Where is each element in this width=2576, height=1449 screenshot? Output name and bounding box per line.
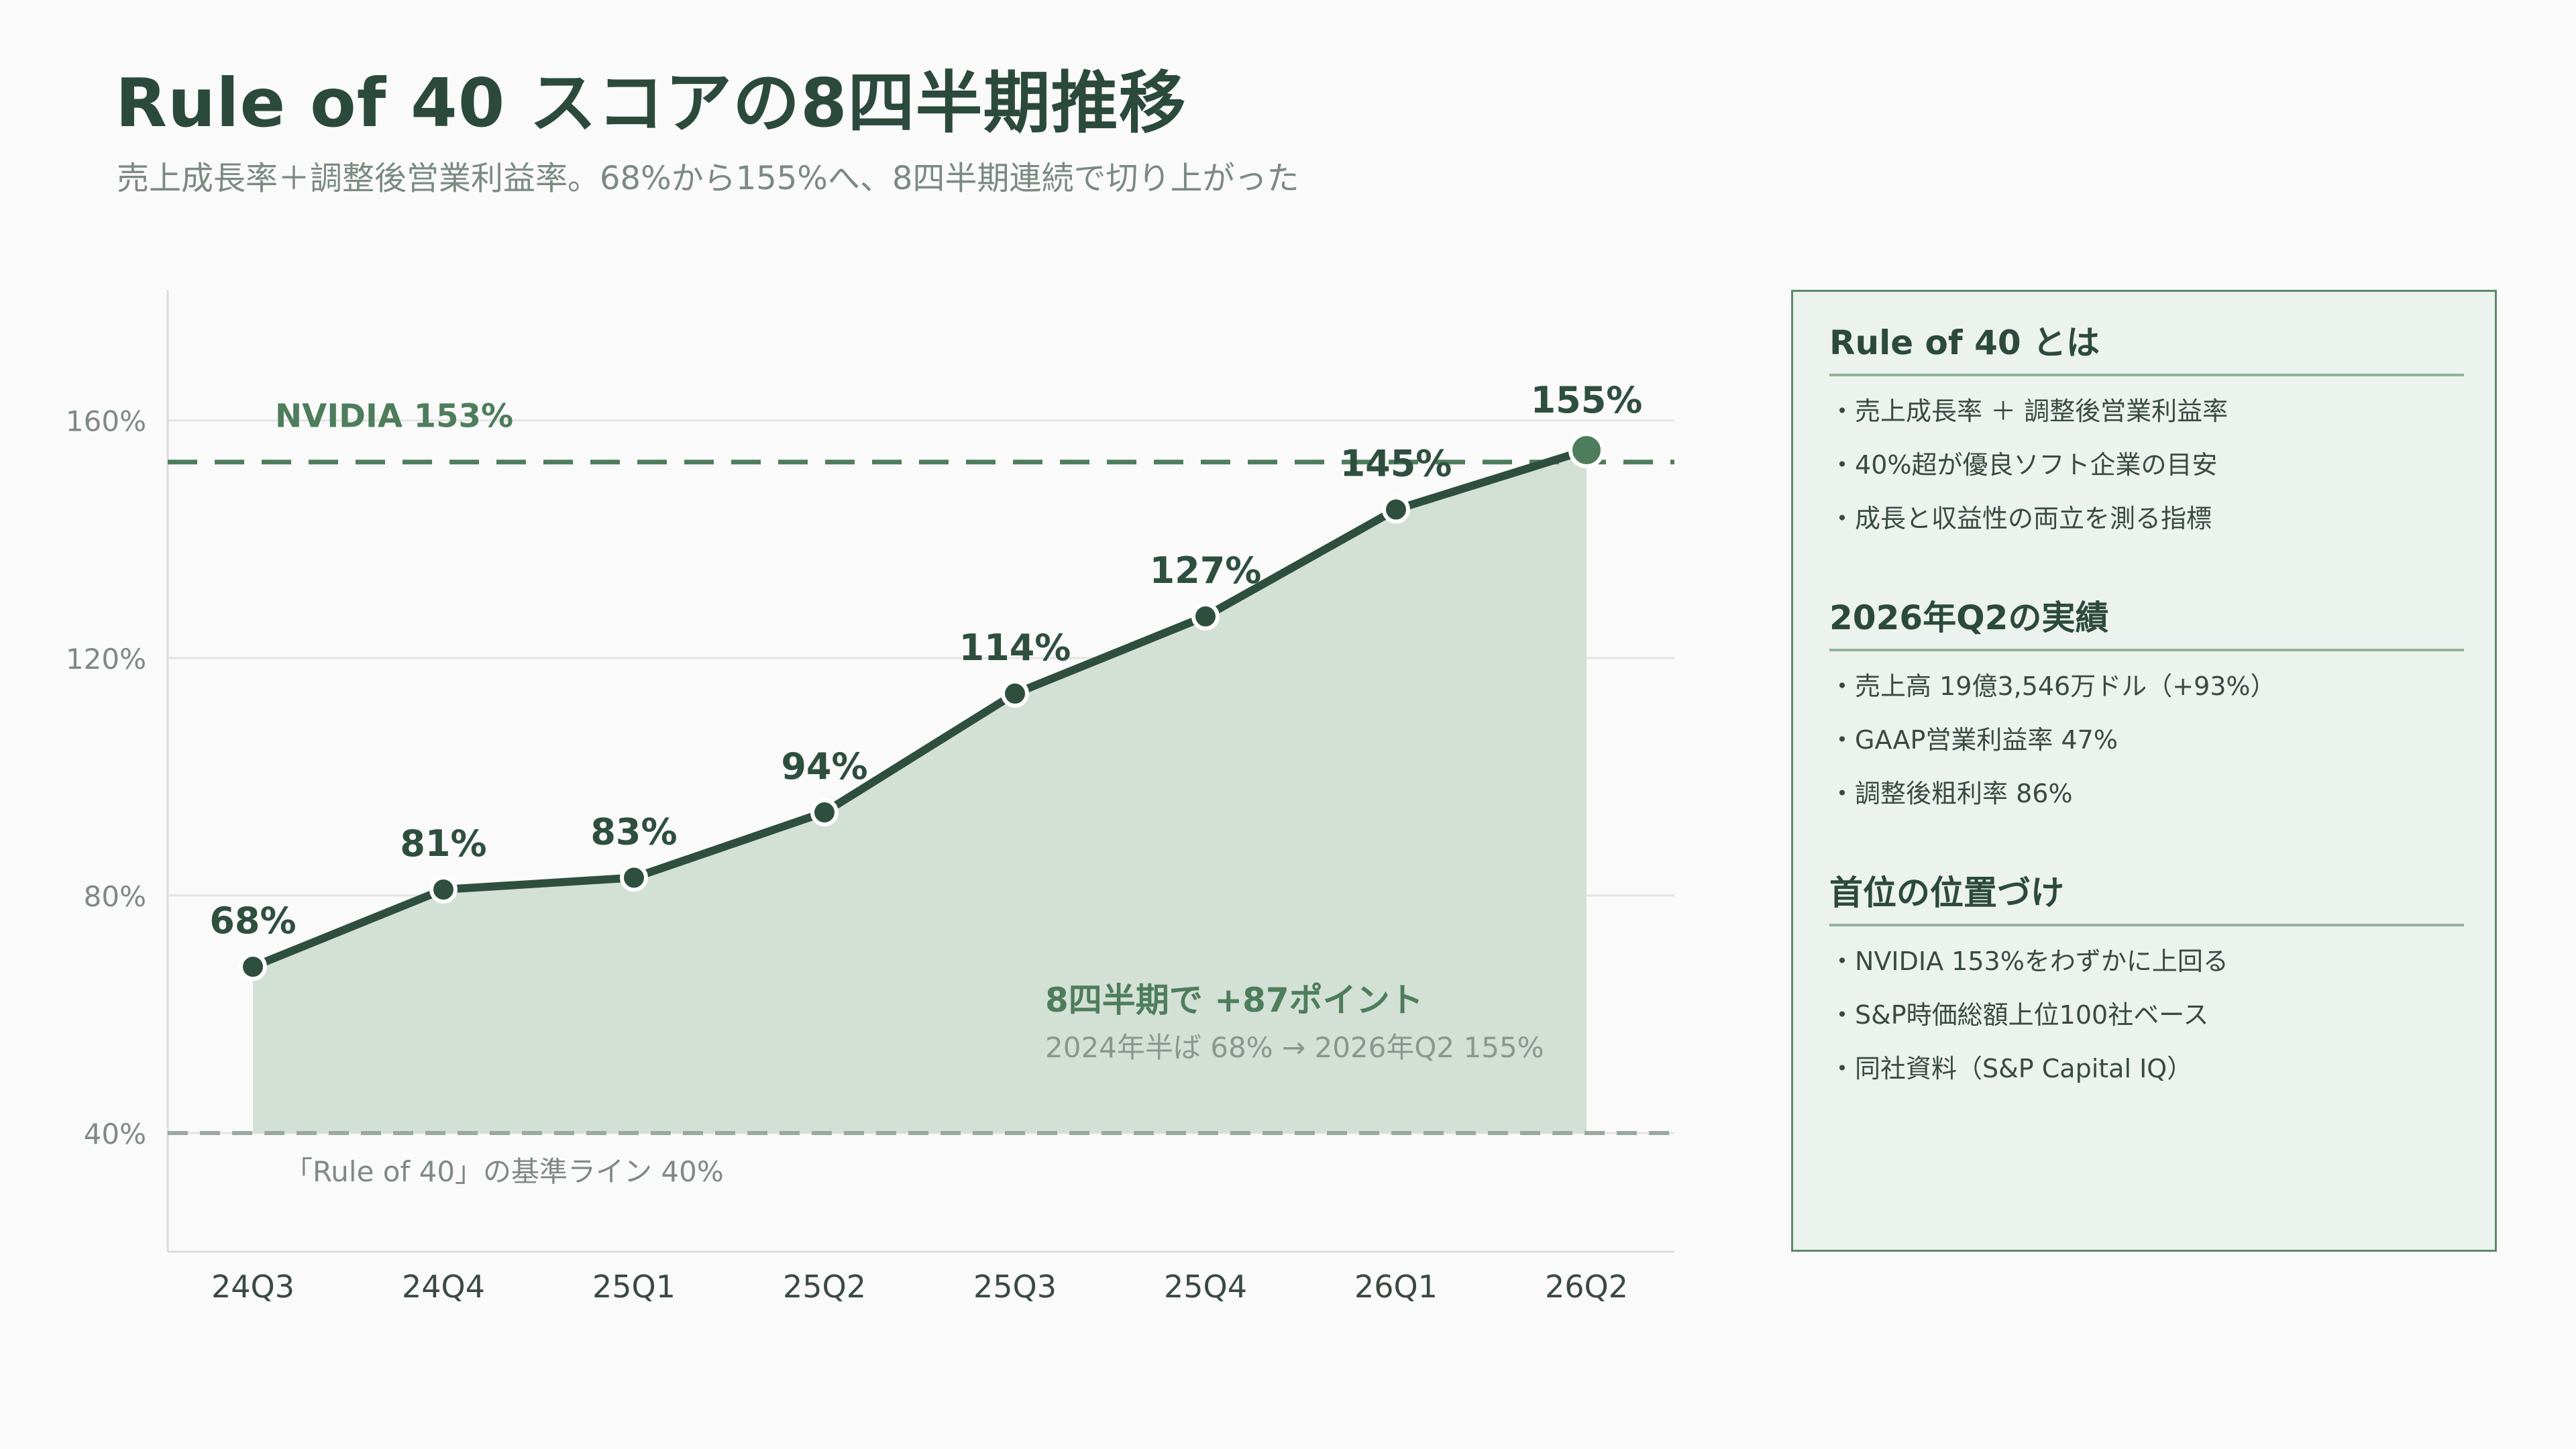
data-labels: 68% 81% 83% 94% 114% 127% 145% 155% <box>209 379 1642 942</box>
list-item: S&P時価総額上位100社ベース <box>1829 998 2464 1051</box>
page-title: Rule of 40 スコアの8四半期推移 <box>115 64 1187 142</box>
data-label: 81% <box>400 822 486 865</box>
x-tick-label: 26Q1 <box>1354 1269 1438 1305</box>
x-tick-label: 25Q4 <box>1164 1269 1247 1305</box>
x-tick-labels: 24Q3 24Q4 25Q1 25Q2 25Q3 25Q4 26Q1 26Q2 <box>211 1269 1628 1305</box>
data-label: 114% <box>959 627 1071 669</box>
panel-section-definition: Rule of 40 とは 売上成長率 ＋ 調整後営業利益率 40%超が優良ソフ… <box>1829 316 2464 555</box>
series-line <box>249 446 1591 971</box>
data-label: 145% <box>1340 443 1452 485</box>
y-tick-labels: 40% 80% 120% 160% <box>66 405 146 1150</box>
data-point <box>1001 679 1029 708</box>
data-label: 127% <box>1150 549 1262 592</box>
x-tick-label: 25Q2 <box>783 1269 866 1305</box>
section-heading: Rule of 40 とは <box>1829 316 2464 376</box>
list-item: 40%超が優良ソフト企業の目安 <box>1829 447 2464 501</box>
data-points <box>239 432 1605 981</box>
x-tick-label: 24Q3 <box>211 1269 294 1305</box>
y-tick-label: 120% <box>66 643 146 676</box>
data-point <box>1568 432 1605 468</box>
section-heading: 首位の位置づけ <box>1829 866 2464 926</box>
data-point <box>429 875 458 904</box>
panel-section-results: 2026年Q2の実績 売上高 19億3,546万ドル（+93%） GAAP営業利… <box>1829 591 2464 830</box>
rule-of-40-baseline-label: 「Rule of 40」の基準ライン 40% <box>284 1155 724 1188</box>
data-point <box>620 863 648 892</box>
list-item: 調整後粗利率 86% <box>1829 776 2464 830</box>
x-tick-label: 24Q4 <box>402 1269 485 1305</box>
panel-section-ranking: 首位の位置づけ NVIDIA 153%をわずかに上回る S&P時価総額上位100… <box>1829 866 2464 1105</box>
data-point <box>1382 495 1410 524</box>
data-label: 83% <box>590 810 677 853</box>
y-tick-label: 80% <box>84 880 146 913</box>
data-label: 155% <box>1531 379 1643 421</box>
list-item: 成長と収益性の両立を測る指標 <box>1829 501 2464 555</box>
x-tick-label: 25Q1 <box>592 1269 676 1305</box>
area-fill <box>253 450 1587 1133</box>
list-item: NVIDIA 153%をわずかに上回る <box>1829 944 2464 998</box>
nvidia-reference-label: NVIDIA 153% <box>275 398 513 435</box>
info-panel: Rule of 40 とは 売上成長率 ＋ 調整後営業利益率 40%超が優良ソフ… <box>1791 290 2497 1252</box>
x-tick-label: 26Q2 <box>1545 1269 1628 1305</box>
x-tick-label: 25Q3 <box>973 1269 1057 1305</box>
rule-of-40-chart: 40% 80% 120% 160% NVIDIA 153% 「Rule of 40」の… <box>66 290 1674 1305</box>
list-item: 売上成長率 ＋ 調整後営業利益率 <box>1829 394 2464 447</box>
data-point <box>239 953 267 981</box>
y-tick-label: 160% <box>66 405 146 438</box>
growth-annotation-headline: 8四半期で +87ポイント <box>1045 981 1424 1020</box>
y-tick-label: 40% <box>84 1118 146 1150</box>
page-subtitle: 売上成長率＋調整後営業利益率。68%から155%へ、8四半期連続で切り上がった <box>117 160 1299 197</box>
data-point <box>1191 602 1220 631</box>
data-label: 94% <box>781 745 867 788</box>
data-label: 68% <box>209 900 296 942</box>
list-item: 売上高 19億3,546万ドル（+93%） <box>1829 669 2464 722</box>
list-item: 同社資料（S&P Capital IQ） <box>1829 1051 2464 1105</box>
list-item: GAAP営業利益率 47% <box>1829 722 2464 776</box>
growth-annotation-detail: 2024年半ば 68% → 2026年Q2 155% <box>1045 1031 1544 1064</box>
section-heading: 2026年Q2の実績 <box>1829 591 2464 651</box>
data-point <box>810 798 839 826</box>
